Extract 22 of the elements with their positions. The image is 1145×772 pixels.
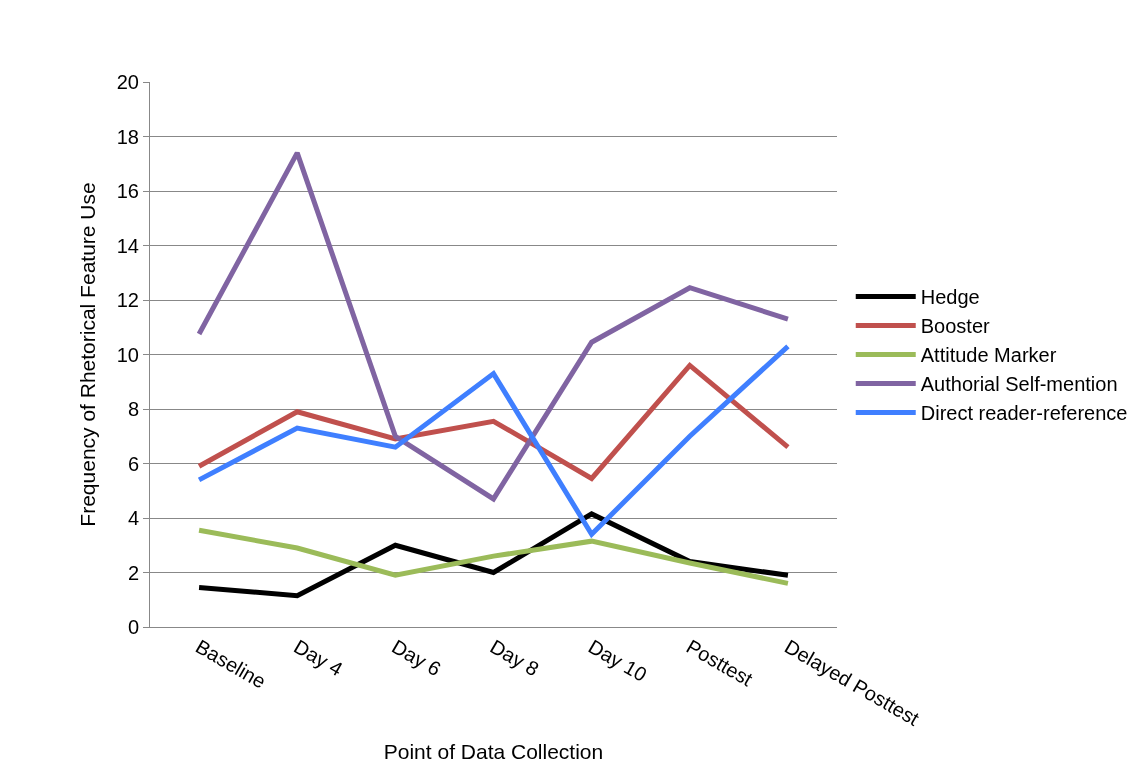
legend-label: Direct reader-reference — [920, 402, 1128, 425]
legend-label: Authorial Self-mention — [920, 373, 1118, 396]
x-tick-label: Day 6 — [388, 635, 445, 681]
legend-label: Attitude Marker — [920, 344, 1057, 367]
y-tick-label: 10 — [116, 343, 139, 366]
legend-label: Hedge — [920, 286, 980, 309]
x-tick-label: Day 8 — [486, 635, 543, 681]
y-tick-label: 16 — [116, 180, 139, 202]
y-tick-label: 2 — [127, 561, 139, 584]
y-tick-label: 6 — [127, 452, 139, 475]
y-tick-label: 20 — [116, 71, 139, 93]
y-tick-label: 14 — [116, 234, 139, 257]
x-axis-title: Point of Data Collection — [383, 740, 604, 764]
x-tick-label: Day 4 — [290, 635, 347, 681]
y-axis-title: Frequency of Rhetorical Feature Use — [75, 182, 99, 527]
x-tick-label: Day 10 — [584, 635, 651, 686]
legend-label: Booster — [920, 315, 991, 338]
y-tick-label: 0 — [127, 616, 139, 638]
y-tick-label: 4 — [127, 507, 139, 529]
y-tick-label: 12 — [116, 289, 139, 311]
y-tick-label: 18 — [116, 125, 139, 148]
y-tick-label: 8 — [127, 398, 139, 420]
